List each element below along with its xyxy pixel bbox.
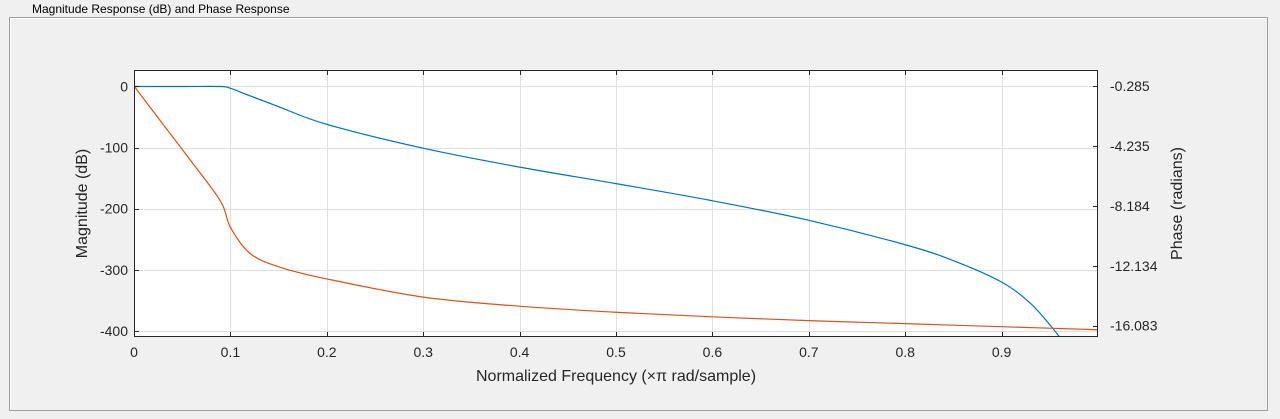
x-tick-label: 0.3 bbox=[413, 344, 433, 360]
panel-title: Magnitude Response (dB) and Phase Respon… bbox=[28, 2, 294, 17]
y-left-tick-label: -100 bbox=[100, 140, 128, 156]
x-tick-label: 0.7 bbox=[799, 344, 819, 360]
tick-layer: 0 0.1 0.2 0.3 0.4 0.5 0.6 0.7 0.8 0.9 0 -100 -200 -30… bbox=[100, 70, 1158, 360]
y-left-tick-label: -300 bbox=[100, 262, 128, 278]
panel-frame bbox=[9, 17, 1268, 411]
y-left-tick-label: 0 bbox=[120, 78, 128, 94]
y-right-tick-label: -16.083 bbox=[1110, 318, 1158, 334]
x-tick-label: 0.2 bbox=[317, 344, 337, 360]
x-tick-label: 0.9 bbox=[992, 344, 1012, 360]
phase-series-line bbox=[134, 85, 1098, 331]
series-layer bbox=[134, 85, 1098, 337]
y-left-tick-label: -400 bbox=[100, 323, 128, 339]
y-right-tick-label: -8.184 bbox=[1110, 198, 1150, 214]
y-right-tick-label: -12.134 bbox=[1110, 258, 1158, 274]
y-right-tick-label: -0.285 bbox=[1110, 78, 1150, 94]
x-tick-label: 0.4 bbox=[510, 344, 530, 360]
x-tick-label: 0.5 bbox=[606, 344, 626, 360]
x-tick-label: 0.8 bbox=[895, 344, 915, 360]
grid-lines bbox=[134, 70, 1098, 337]
y-axis-label-phase: Phase (radians) bbox=[1169, 147, 1186, 260]
x-tick-label: 0.6 bbox=[703, 344, 723, 360]
magnitude-series-line bbox=[134, 85, 1060, 337]
y-right-tick-label: -4.235 bbox=[1110, 138, 1150, 154]
x-tick-label: 0.1 bbox=[221, 344, 241, 360]
x-axis-label: Normalized Frequency (×π rad/sample) bbox=[476, 368, 756, 385]
y-axis-label-magnitude: Magnitude (dB) bbox=[74, 149, 91, 258]
y-left-tick-label: -200 bbox=[100, 201, 128, 217]
x-tick-label: 0 bbox=[130, 344, 138, 360]
